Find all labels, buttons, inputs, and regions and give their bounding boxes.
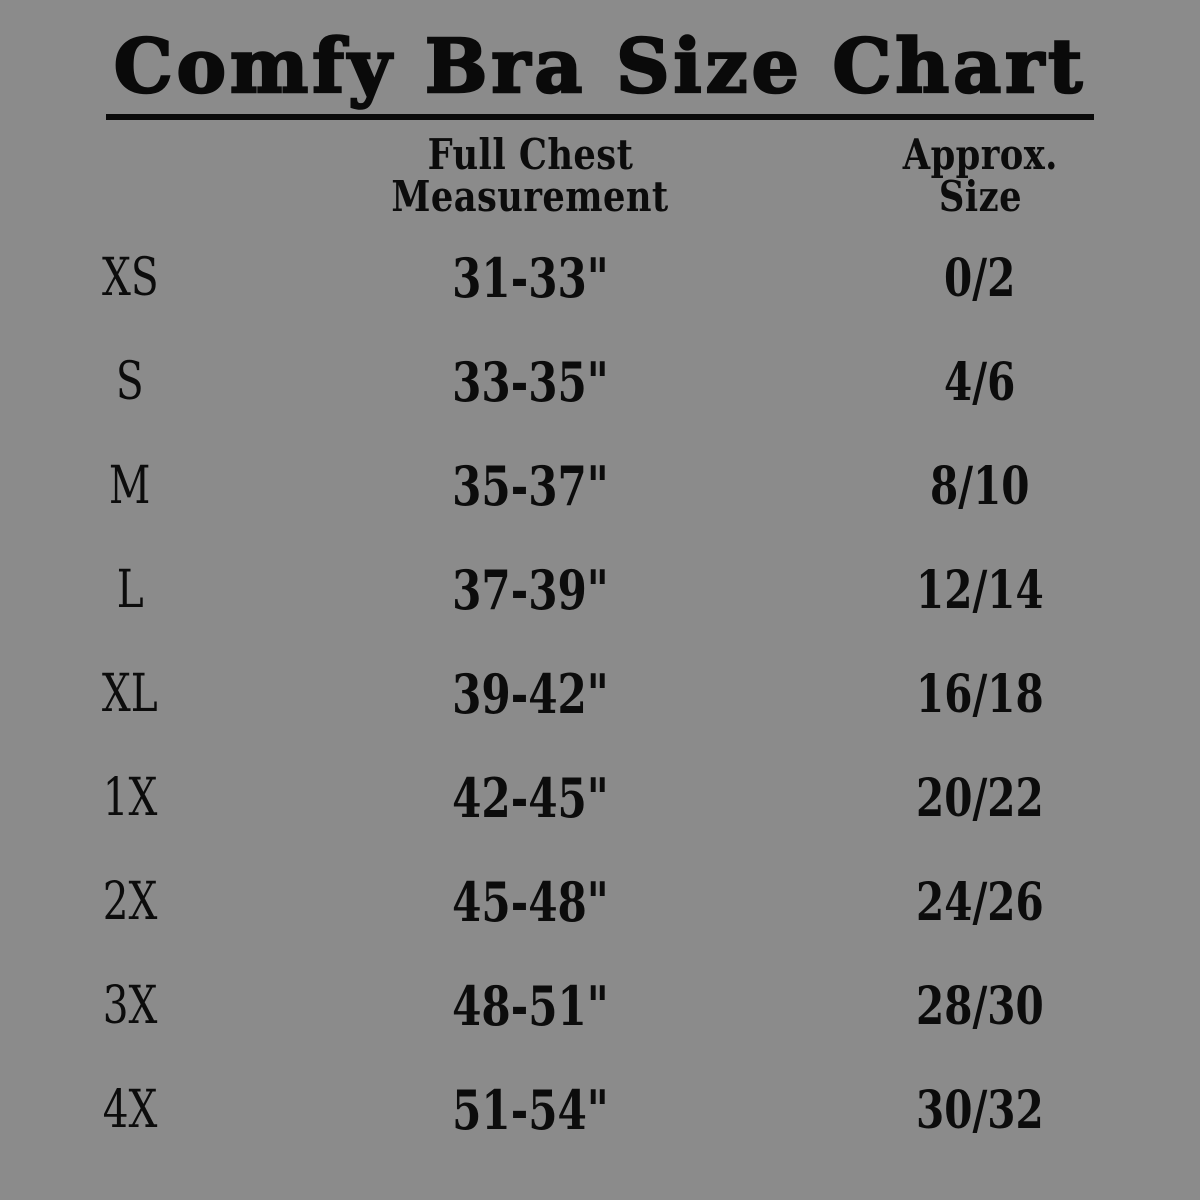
size-label: 2X [102, 872, 158, 932]
approx-cell: 20/22 [800, 746, 1160, 850]
size-label-cell: L [0, 538, 260, 642]
approx-cell: 28/30 [800, 954, 1160, 1058]
chest-value: 33-35" [451, 350, 609, 414]
approx-cell: 4/6 [800, 330, 1160, 434]
column-header-approx: Approx. Size [800, 134, 1160, 226]
size-label-cell: XL [0, 642, 260, 746]
approx-cell: 24/26 [800, 850, 1160, 954]
approx-cell: 16/18 [800, 642, 1160, 746]
chest-cell: 37-39" [260, 538, 800, 642]
size-label: XL [102, 664, 158, 724]
approx-value: 16/18 [916, 663, 1044, 725]
page-title: Comfy Bra Size Chart [105, 29, 1095, 120]
approx-cell: 12/14 [800, 538, 1160, 642]
approx-value: 28/30 [916, 975, 1044, 1037]
chest-cell: 48-51" [260, 954, 800, 1058]
size-label-cell: XS [0, 226, 260, 330]
chest-cell: 31-33" [260, 226, 800, 330]
size-label-cell: 3X [0, 954, 260, 1058]
chest-cell: 35-37" [260, 434, 800, 538]
chest-cell: 42-45" [260, 746, 800, 850]
size-label: S [116, 352, 144, 412]
size-label-cell: M [0, 434, 260, 538]
size-label: 4X [102, 1080, 158, 1140]
approx-value: 24/26 [916, 871, 1044, 933]
approx-cell: 30/32 [800, 1058, 1160, 1162]
size-label: XS [101, 248, 159, 308]
approx-value: 12/14 [916, 559, 1044, 621]
column-header-approx-line1: Approx. [902, 130, 1058, 179]
column-header-blank [0, 134, 260, 226]
approx-value: 20/22 [916, 767, 1044, 829]
chest-cell: 39-42" [260, 642, 800, 746]
size-label-cell: 2X [0, 850, 260, 954]
approx-cell: 8/10 [800, 434, 1160, 538]
approx-value: 30/32 [916, 1079, 1044, 1141]
chest-value: 37-39" [451, 558, 609, 622]
chest-value: 39-42" [451, 662, 609, 726]
column-header-chest-line2: Measurement [391, 172, 669, 221]
approx-cell: 0/2 [800, 226, 1160, 330]
approx-value: 8/10 [930, 455, 1030, 517]
size-label: 3X [102, 976, 158, 1036]
chest-value: 51-54" [451, 1078, 609, 1142]
size-label: 1X [102, 768, 158, 828]
approx-value: 0/2 [944, 247, 1016, 309]
chest-cell: 51-54" [260, 1058, 800, 1162]
chest-value: 31-33" [451, 246, 609, 310]
size-chart-table: Full Chest Measurement Approx. Size XS 3… [0, 134, 1160, 1162]
title-wrap: Comfy Bra Size Chart [0, 0, 1200, 120]
size-label: M [109, 456, 151, 516]
size-label-cell: 1X [0, 746, 260, 850]
size-label: L [116, 560, 144, 620]
chest-value: 45-48" [451, 870, 609, 934]
chest-cell: 33-35" [260, 330, 800, 434]
size-label-cell: 4X [0, 1058, 260, 1162]
chest-value: 48-51" [451, 974, 609, 1038]
column-header-chest: Full Chest Measurement [260, 134, 800, 226]
column-header-chest-line1: Full Chest [427, 130, 633, 179]
chest-value: 35-37" [451, 454, 609, 518]
chest-cell: 45-48" [260, 850, 800, 954]
approx-value: 4/6 [944, 351, 1016, 413]
column-header-approx-line2: Size [938, 172, 1022, 221]
chest-value: 42-45" [451, 766, 609, 830]
size-label-cell: S [0, 330, 260, 434]
